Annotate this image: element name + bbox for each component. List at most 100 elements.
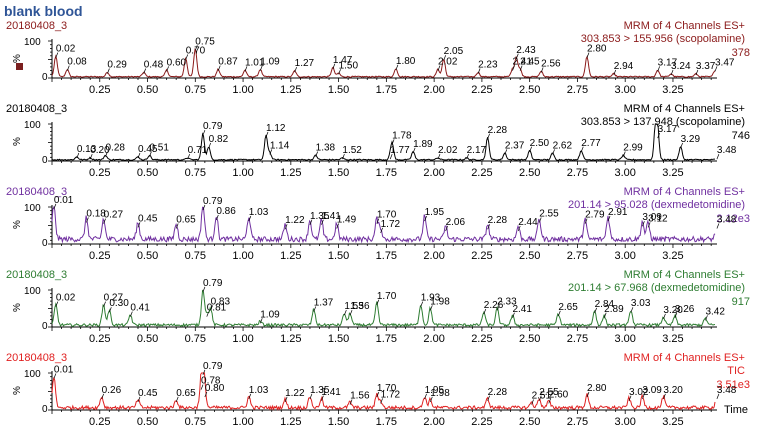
peak-leader	[342, 154, 345, 160]
peak-label: 1.01	[245, 57, 265, 68]
peak-label: 3.17	[658, 124, 678, 135]
xtick-label: 3.00	[614, 416, 635, 428]
peak-label: 2.94	[614, 61, 634, 72]
xtick-label: 1.50	[328, 84, 349, 96]
peak-label: 2.43	[516, 45, 536, 56]
peak-label: 0.01	[54, 195, 74, 206]
peak-leader	[504, 149, 508, 155]
ytick-label: 0	[42, 72, 48, 83]
channel-label: MRM of 4 Channels ES+	[624, 186, 745, 198]
peak-leader	[429, 396, 433, 402]
peak-label: 1.14	[270, 140, 290, 151]
xtick-label: 3.00	[614, 333, 635, 345]
peak-label: 0.82	[209, 134, 229, 145]
xtick-label: 1.75	[376, 250, 397, 262]
max-intensity: 378	[732, 47, 750, 59]
sample-name: 20180408_3	[6, 352, 67, 364]
ylabel: %	[12, 54, 23, 63]
xtick-label: 2.00	[423, 333, 444, 345]
sample-name: 20180408_3	[6, 20, 67, 32]
peak-label: 2.28	[488, 125, 508, 136]
sample-title: blank blood	[4, 3, 83, 19]
peak-label: 2.62	[553, 140, 573, 151]
peak-label: 1.37	[314, 297, 334, 308]
peak-leader	[540, 67, 544, 73]
peak-label: 2.02	[438, 145, 458, 156]
peak-leader	[309, 393, 313, 400]
peak-leader	[202, 369, 206, 375]
peak-label: 1.22	[285, 388, 305, 399]
chromatogram-panel-4: 20180408_3 MRM of 4 Channels ES+201.14 > …	[6, 269, 750, 345]
peak-label: 1.35	[310, 211, 330, 222]
peak-leader	[424, 393, 427, 400]
peak-leader	[200, 384, 204, 390]
transition-label: 303.853 > 137.948 (scopolamine)	[581, 116, 745, 128]
peak-leader	[628, 395, 632, 401]
peak-leader	[187, 154, 190, 160]
peak-label: 0.80	[205, 383, 225, 394]
peak-label: 1.03	[249, 207, 269, 218]
peak-label: 2.26	[484, 300, 504, 311]
peak-label: 2.17	[467, 145, 487, 156]
peak-leader	[529, 146, 532, 152]
peak-leader	[674, 312, 678, 318]
peak-label: 2.23	[478, 60, 498, 71]
peak-label: 0.13	[77, 144, 97, 155]
peak-leader	[487, 395, 490, 401]
xtick-label: 0.25	[89, 167, 110, 179]
peak-leader	[680, 142, 683, 149]
peak-label: 3.29	[681, 134, 701, 145]
peak-leader	[349, 310, 353, 316]
peak-label: 0.02	[56, 44, 76, 55]
peak-leader	[194, 45, 198, 51]
peak-leader	[217, 65, 221, 71]
xtick-label: 0.75	[185, 250, 206, 262]
peak-leader	[714, 66, 718, 72]
peak-leader	[558, 310, 561, 317]
peak-label: 2.37	[505, 140, 525, 151]
peak-label: 2.89	[604, 304, 624, 315]
peak-leader	[284, 396, 288, 402]
xtick-label: 1.25	[280, 333, 301, 345]
peak-leader	[487, 224, 490, 230]
peak-leader	[705, 315, 708, 321]
peak-leader	[437, 154, 441, 160]
peak-label: 3.09	[642, 385, 662, 396]
xtick-label: 2.75	[567, 84, 588, 96]
peak-label: 0.86	[216, 206, 236, 217]
xtick-label: 3.25	[662, 84, 683, 96]
peak-label: 3.20	[663, 305, 683, 316]
xtick-label: 2.25	[471, 250, 492, 262]
peak-label: 1.95	[425, 207, 445, 218]
peak-leader	[630, 307, 634, 313]
sample-name: 20180408_3	[6, 269, 67, 281]
peak-leader	[143, 68, 147, 74]
peak-label: 0.28	[105, 143, 125, 154]
peak-label: 2.50	[530, 138, 550, 149]
xtick-label: 2.25	[471, 167, 492, 179]
peak-label: 2.28	[488, 387, 508, 398]
peak-leader	[202, 129, 206, 136]
peak-leader	[248, 393, 252, 400]
peak-leader	[716, 223, 720, 229]
transition-label: 201.14 > 95.028 (dexmedetomidine)	[568, 199, 745, 211]
peak-label: 0.27	[104, 210, 124, 221]
peak-leader	[395, 64, 399, 70]
peak-leader	[552, 149, 555, 155]
peak-leader	[210, 305, 213, 311]
xtick-label: 0.75	[185, 167, 206, 179]
peak-label: 1.50	[339, 60, 359, 71]
peak-leader	[412, 147, 416, 153]
peak-label: 0.60	[167, 57, 187, 68]
ytick-label: 100	[24, 203, 41, 214]
xtick-label: 1.25	[280, 416, 301, 428]
peak-label: 2.55	[539, 209, 559, 220]
xtick-label: 2.25	[471, 333, 492, 345]
peak-leader	[642, 393, 645, 400]
peak-leader	[496, 305, 500, 311]
peak-label: 1.93	[421, 293, 441, 304]
xtick-label: 1.00	[232, 167, 253, 179]
peak-leader	[670, 69, 674, 76]
peak-leader	[208, 142, 211, 149]
